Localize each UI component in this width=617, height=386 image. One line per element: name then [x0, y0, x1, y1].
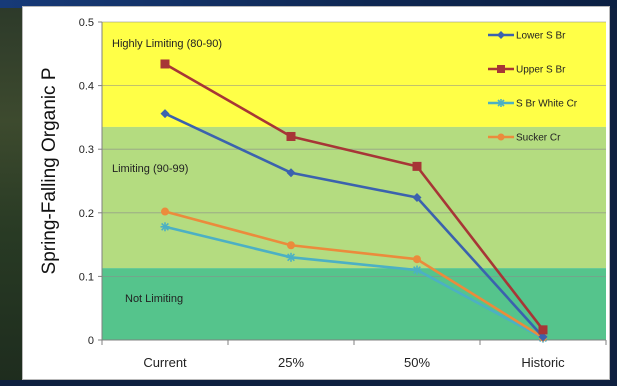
data-point-diamond [160, 109, 170, 119]
legend: Lower S Br Upper S Br S Br White Cr Sucker … [488, 31, 578, 144]
legend-label: Sucker Cr [516, 133, 561, 144]
series-lower-s-br [160, 109, 548, 342]
x-tick-label: 25% [278, 355, 304, 370]
slide-bottom-border [0, 380, 617, 386]
y-tick-label: 0.3 [79, 144, 94, 156]
legend-entry: Sucker Cr [488, 133, 561, 144]
legend-label: S Br White Cr [516, 99, 578, 110]
legend-entry: S Br White Cr [488, 99, 578, 110]
series-line [164, 62, 545, 331]
legend-label: Lower S Br [516, 31, 566, 42]
y-tick-label: 0.2 [79, 208, 94, 220]
series-upper-s-br [160, 59, 548, 335]
data-point-square [286, 131, 296, 141]
zone-label: Limiting (90-99) [112, 163, 188, 175]
data-point-star [412, 265, 422, 275]
x-tick-label: 50% [404, 355, 430, 370]
legend-entry: Lower S Br [488, 31, 566, 42]
y-axis-label: Spring-Falling Organic P [39, 68, 60, 275]
data-point-star [286, 252, 296, 262]
axes [98, 21, 607, 345]
background-photo-strip [0, 8, 26, 386]
data-point-diamond [412, 193, 422, 203]
data-point-star [497, 99, 505, 107]
series-line [164, 210, 544, 339]
y-tick-label: 0.1 [79, 271, 94, 283]
data-point-circle [161, 207, 169, 216]
zone-band [102, 22, 606, 127]
data-point-square [538, 325, 548, 335]
zone-band [102, 126, 606, 269]
series-line [164, 225, 544, 340]
slide-right-border [610, 8, 617, 386]
data-point-square [412, 161, 422, 171]
series-line [164, 112, 544, 338]
zone-label: Highly Limiting (80-90) [112, 38, 222, 50]
y-tick-label: 0.5 [79, 17, 94, 29]
y-tick-label: 0.4 [79, 81, 94, 93]
data-series [160, 59, 548, 343]
x-tick-labels: Current 25% 50% Historic [143, 355, 565, 370]
legend-label: Upper S Br [516, 65, 566, 76]
data-point-circle [413, 255, 421, 264]
data-point-star [160, 222, 170, 232]
data-point-square [497, 65, 505, 73]
zone-labels: Highly Limiting (80-90) Limiting (90-99) N… [112, 38, 222, 305]
legend-entry: Upper S Br [488, 65, 566, 76]
data-point-diamond [286, 168, 296, 178]
gridlines [102, 21, 606, 277]
data-point-diamond [497, 31, 505, 39]
zone-label: Not Limiting [125, 293, 183, 305]
y-tick-labels: 0 0.1 0.2 0.3 0.4 0.5 [79, 17, 94, 347]
data-point-square [160, 59, 170, 69]
data-point-circle [497, 133, 505, 141]
slide-header-band [0, 0, 617, 8]
x-tick-label: Historic [521, 355, 565, 370]
data-point-diamond [538, 332, 548, 342]
y-tick-label: 0 [88, 335, 94, 347]
data-point-circle [287, 241, 295, 250]
x-tick-label: Current [143, 355, 187, 370]
